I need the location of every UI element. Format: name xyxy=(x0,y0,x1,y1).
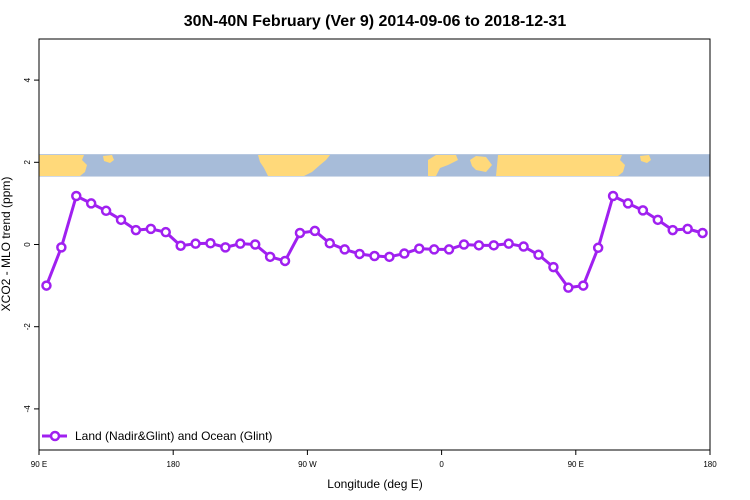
chart-title: 30N-40N February (Ver 9) 2014-09-06 to 2… xyxy=(184,13,567,30)
data-point xyxy=(533,249,544,261)
data-point xyxy=(56,242,67,253)
y-axis-label: XCO2 - MLO trend (ppm) xyxy=(0,177,13,312)
map-land-japan-east xyxy=(640,155,651,163)
data-point xyxy=(249,239,261,250)
legend-marker xyxy=(49,430,61,442)
map-land-middle-east xyxy=(470,156,492,172)
data-point xyxy=(399,248,410,259)
data-point xyxy=(235,238,246,249)
y-tick-label: 0 xyxy=(23,242,32,247)
x-tick-label: 180 xyxy=(167,460,181,469)
data-point xyxy=(503,238,514,249)
data-point xyxy=(652,214,664,226)
legend-label: Land (Nadir&Glint) and Ocean (Glint) xyxy=(75,429,272,443)
x-tick-label: 0 xyxy=(439,460,444,469)
data-point xyxy=(115,214,127,226)
data-point xyxy=(190,238,201,249)
data-point xyxy=(697,227,708,239)
data-point xyxy=(279,255,291,267)
data-point xyxy=(667,224,678,236)
map-land-europe-africa xyxy=(428,155,458,176)
data-point xyxy=(309,225,321,237)
legend: Land (Nadir&Glint) and Ocean (Glint) xyxy=(42,429,272,443)
data-point xyxy=(458,239,470,250)
x-tick-label: 90 W xyxy=(298,460,317,469)
x-axis: 90 E 180 90 W 0 90 E 180 xyxy=(31,450,717,469)
data-point xyxy=(354,248,365,260)
data-point xyxy=(41,280,52,291)
data-point xyxy=(324,238,336,249)
y-tick-label: -2 xyxy=(23,323,32,331)
data-point xyxy=(548,261,559,273)
x-axis-label: Longitude (deg E) xyxy=(327,477,422,491)
data-point xyxy=(563,282,574,293)
data-point xyxy=(145,223,157,235)
data-point xyxy=(160,226,171,238)
data-point xyxy=(637,205,649,216)
data-point xyxy=(264,251,276,263)
data-point xyxy=(85,198,97,209)
x-tick-label: 90 E xyxy=(568,460,584,469)
map-land-asia-east xyxy=(496,155,625,176)
data-point xyxy=(682,223,693,235)
y-tick-label: -4 xyxy=(23,405,32,413)
data-point xyxy=(369,250,380,262)
data-point xyxy=(443,244,455,255)
data-point xyxy=(100,205,112,217)
data-point xyxy=(518,241,529,252)
map-land xyxy=(39,155,651,176)
y-axis: -4 -2 0 2 4 xyxy=(23,77,39,412)
data-point xyxy=(607,190,619,202)
data-point xyxy=(488,240,500,251)
x-tick-label: 90 E xyxy=(31,460,47,469)
data-point xyxy=(413,243,425,254)
x-tick-label: 180 xyxy=(703,460,717,469)
map-land-asia-west xyxy=(39,155,87,176)
data-point xyxy=(339,244,350,255)
data-point xyxy=(384,251,395,263)
map-land-north-america xyxy=(258,155,330,176)
y-tick-label: 2 xyxy=(23,160,32,165)
series-line xyxy=(45,194,703,290)
data-point xyxy=(622,198,634,209)
data-point xyxy=(294,227,306,239)
data-point xyxy=(428,244,440,255)
data-point xyxy=(473,240,485,251)
data-point xyxy=(175,240,186,251)
y-tick-label: 4 xyxy=(23,77,32,82)
data-point xyxy=(130,224,142,236)
map-strip xyxy=(39,154,710,177)
data-point xyxy=(578,280,589,291)
data-point xyxy=(592,242,604,254)
data-point xyxy=(220,242,231,253)
plot-frame xyxy=(38,38,711,451)
data-point xyxy=(205,238,216,249)
map-land-japan xyxy=(103,155,114,163)
series-layer xyxy=(41,190,708,293)
data-point xyxy=(71,190,82,202)
